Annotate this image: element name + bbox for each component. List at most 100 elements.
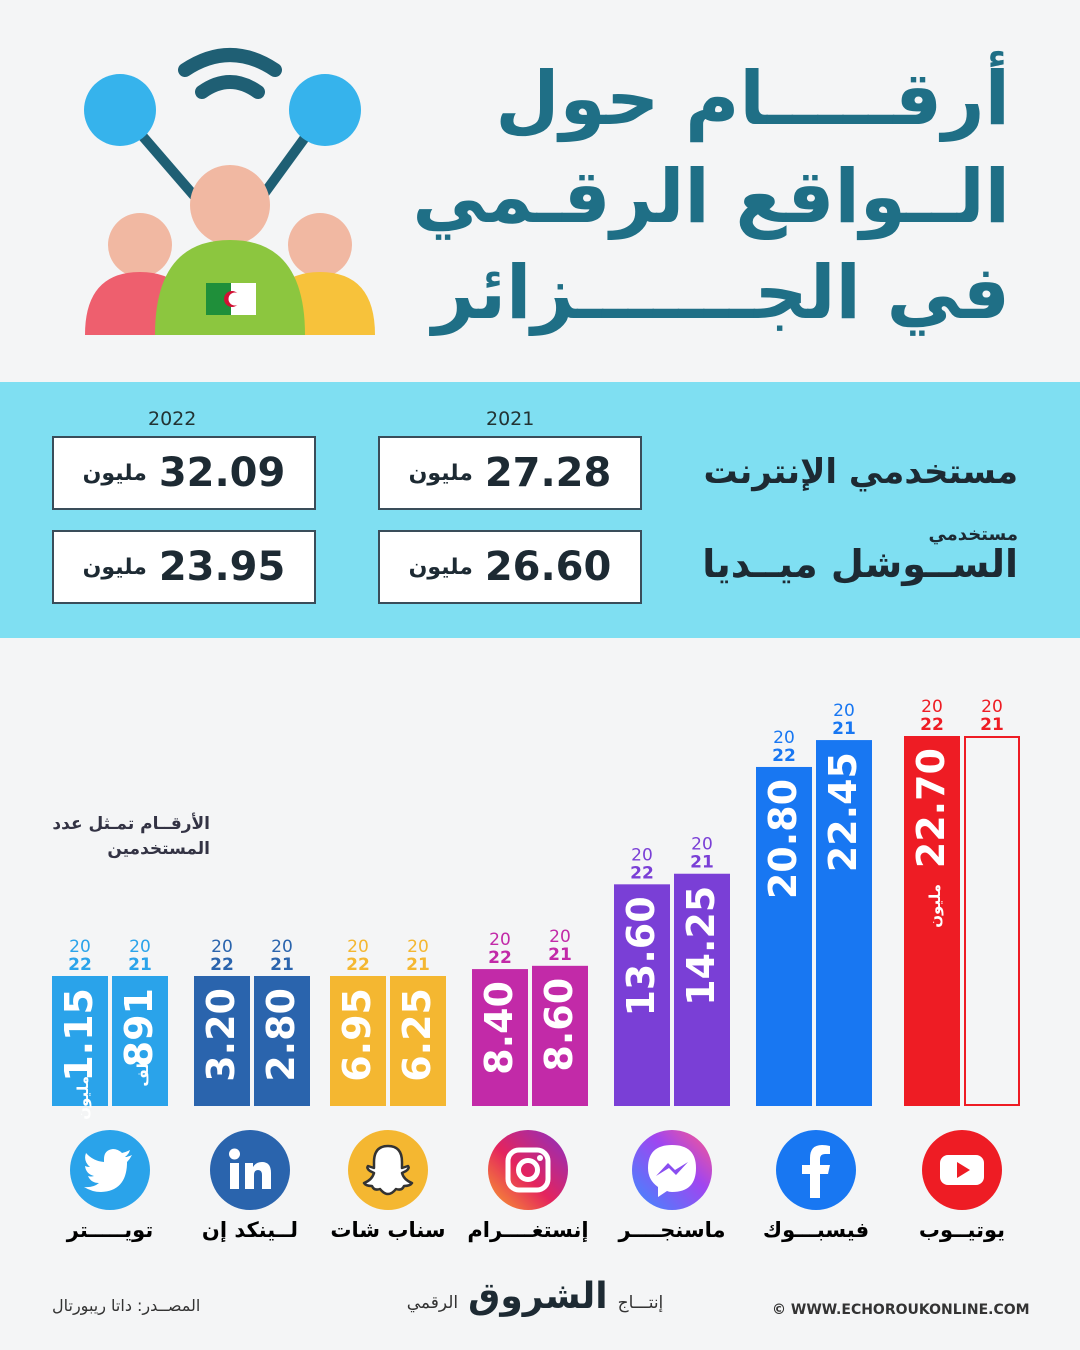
year-tag-2021-4-top: 20: [407, 937, 429, 957]
year-2022-label: 2022: [148, 408, 197, 430]
year-tag-2022-3-top: 20: [489, 930, 511, 950]
bar-2021-0: [964, 736, 1020, 1106]
value-2022-3: 8.40: [477, 981, 521, 1075]
social-2022-box: 23.95 مليون: [52, 530, 316, 604]
year-tag-2022-0-bottom: 22: [920, 715, 944, 735]
bar-2022-1: [756, 766, 812, 1106]
header-illustration: [84, 48, 375, 335]
value-2022-4: 6.95: [335, 988, 379, 1082]
bar-2021-3: [532, 965, 588, 1106]
instagram-icon: [488, 1130, 568, 1210]
production-suffix: الرقمي: [406, 1293, 459, 1313]
unit-label: مليون: [82, 460, 147, 486]
social-users-label: الســوشل ميــديا: [702, 542, 1018, 586]
year-tag-2021-0-top: 20: [981, 697, 1003, 717]
facebook-icon: [776, 1130, 856, 1210]
unit-label: مليون: [408, 460, 473, 486]
source-text: المصــدر: داتا ريبورتال: [52, 1296, 201, 1315]
people-icon: [85, 165, 375, 335]
year-tag-2021-2-top: 20: [691, 835, 713, 855]
title-line-2: الــواقع الرقـمي: [412, 154, 1010, 240]
twitter-icon: [70, 1130, 150, 1210]
value-2021-4: 6.25: [395, 988, 439, 1082]
year-tag-2022-2-bottom: 22: [630, 863, 654, 883]
chart-note: الأرقــام تمـثل عدد المستخدمين: [52, 814, 210, 859]
algeria-flag-icon: [206, 283, 256, 315]
year-tag-2021-4-bottom: 21: [406, 955, 430, 975]
unit-youtube-2022: مليون: [926, 884, 944, 928]
youtube-icon: [922, 1130, 1002, 1210]
snapchat-icon: [348, 1130, 428, 1210]
platform-name-instagram: إنستغــــرام: [467, 1218, 589, 1242]
value-2022-1: 20.80: [761, 779, 805, 899]
bar-2022-2: [614, 884, 670, 1106]
year-tag-2021-1-top: 20: [833, 701, 855, 721]
year-tag-2021-6-bottom: 21: [128, 955, 152, 975]
stats-band: 2021 2022 مستخدمي الإنترنت مستخدمي الســ…: [0, 382, 1080, 638]
unit-twitter-2022: مليون: [74, 1076, 92, 1120]
year-tag-2021-5-top: 20: [271, 937, 293, 957]
unit-twitter-2021: ألف: [133, 1058, 152, 1087]
year-tag-2022-6-bottom: 22: [68, 955, 92, 975]
bar-2021-6: [112, 976, 168, 1106]
year-tag-2022-1-bottom: 22: [772, 746, 796, 766]
node-right: [289, 74, 361, 146]
value-2022-5: 3.20: [199, 988, 243, 1082]
internet-2021-value: 27.28: [484, 450, 612, 496]
value-2022-2: 13.60: [619, 896, 663, 1016]
year-tag-2022-4-bottom: 22: [346, 955, 370, 975]
year-tag-2021-0-bottom: 21: [980, 715, 1004, 735]
year-tag-2021-5-bottom: 21: [270, 955, 294, 975]
social-2021-value: 26.60: [484, 544, 612, 590]
platform-name-twitter: تويـــــتر: [66, 1218, 154, 1242]
year-tag-2021-1-bottom: 21: [832, 719, 856, 739]
platform-name-youtube: يوتيــوب: [918, 1218, 1006, 1242]
value-2022-0: 22.70: [909, 748, 953, 868]
title-line-3: في الجـــــــزائر: [432, 250, 1010, 336]
unit-label: مليون: [408, 554, 473, 580]
year-tag-2022-1-top: 20: [773, 728, 795, 748]
year-tag-2022-2-top: 20: [631, 845, 653, 865]
messenger-icon: [632, 1130, 712, 1210]
value-2021-5: 2.80: [259, 988, 303, 1082]
internet-2022-box: 32.09 مليون: [52, 436, 316, 510]
internet-2021-box: 27.28 مليون: [378, 436, 642, 510]
bar-2022-5: [194, 976, 250, 1106]
year-tag-2021-3-bottom: 21: [548, 945, 572, 965]
production-credit: إنتـــاج الشروق الرقمي: [405, 1276, 665, 1317]
bar-2021-1: [816, 740, 872, 1106]
bar-2021-4: [390, 976, 446, 1106]
platform-name-linkedin: لــينكد إن: [201, 1218, 299, 1242]
bar-2021-2: [674, 873, 730, 1106]
internet-2022-value: 32.09: [158, 450, 286, 496]
bar-2022-4: [330, 976, 386, 1106]
linkedin-icon: [210, 1130, 290, 1210]
value-2021-6: 891: [117, 988, 161, 1067]
year-tag-2022-6-top: 20: [69, 937, 91, 957]
year-tag-2021-6-top: 20: [129, 937, 151, 957]
bar-2022-0: [904, 736, 960, 1106]
value-2021-1: 22.45: [821, 752, 865, 872]
year-tag-2021-3-top: 20: [549, 927, 571, 947]
unit-label: مليون: [82, 554, 147, 580]
year-tag-2022-3-bottom: 22: [488, 948, 512, 968]
value-2022-6: 1.15: [57, 988, 101, 1082]
wifi-icon: [178, 48, 282, 99]
title-line-1: أرقـــــام حول: [495, 56, 1010, 142]
internet-users-label: مستخدمي الإنترنت: [703, 452, 1018, 492]
website-link[interactable]: © WWW.ECHOROUKONLINE.COM: [772, 1302, 1030, 1318]
platform-name-facebook: فيسبـــوك: [762, 1218, 870, 1242]
brand-logo: الشروق: [468, 1276, 608, 1317]
platform-name-messenger: ماسنجــــر: [618, 1218, 726, 1242]
value-2021-3: 8.60: [537, 978, 581, 1072]
bar-2021-5: [254, 976, 310, 1106]
platform-name-snapchat: سناب شات: [330, 1218, 446, 1242]
social-2022-value: 23.95: [158, 544, 286, 590]
social-2021-box: 26.60 مليون: [378, 530, 642, 604]
node-left: [84, 74, 156, 146]
year-tag-2022-5-top: 20: [211, 937, 233, 957]
year-tag-2022-4-top: 20: [347, 937, 369, 957]
bar-2022-6: [52, 976, 108, 1106]
value-2021-2: 14.25: [679, 886, 723, 1006]
year-2021-label: 2021: [486, 408, 535, 430]
